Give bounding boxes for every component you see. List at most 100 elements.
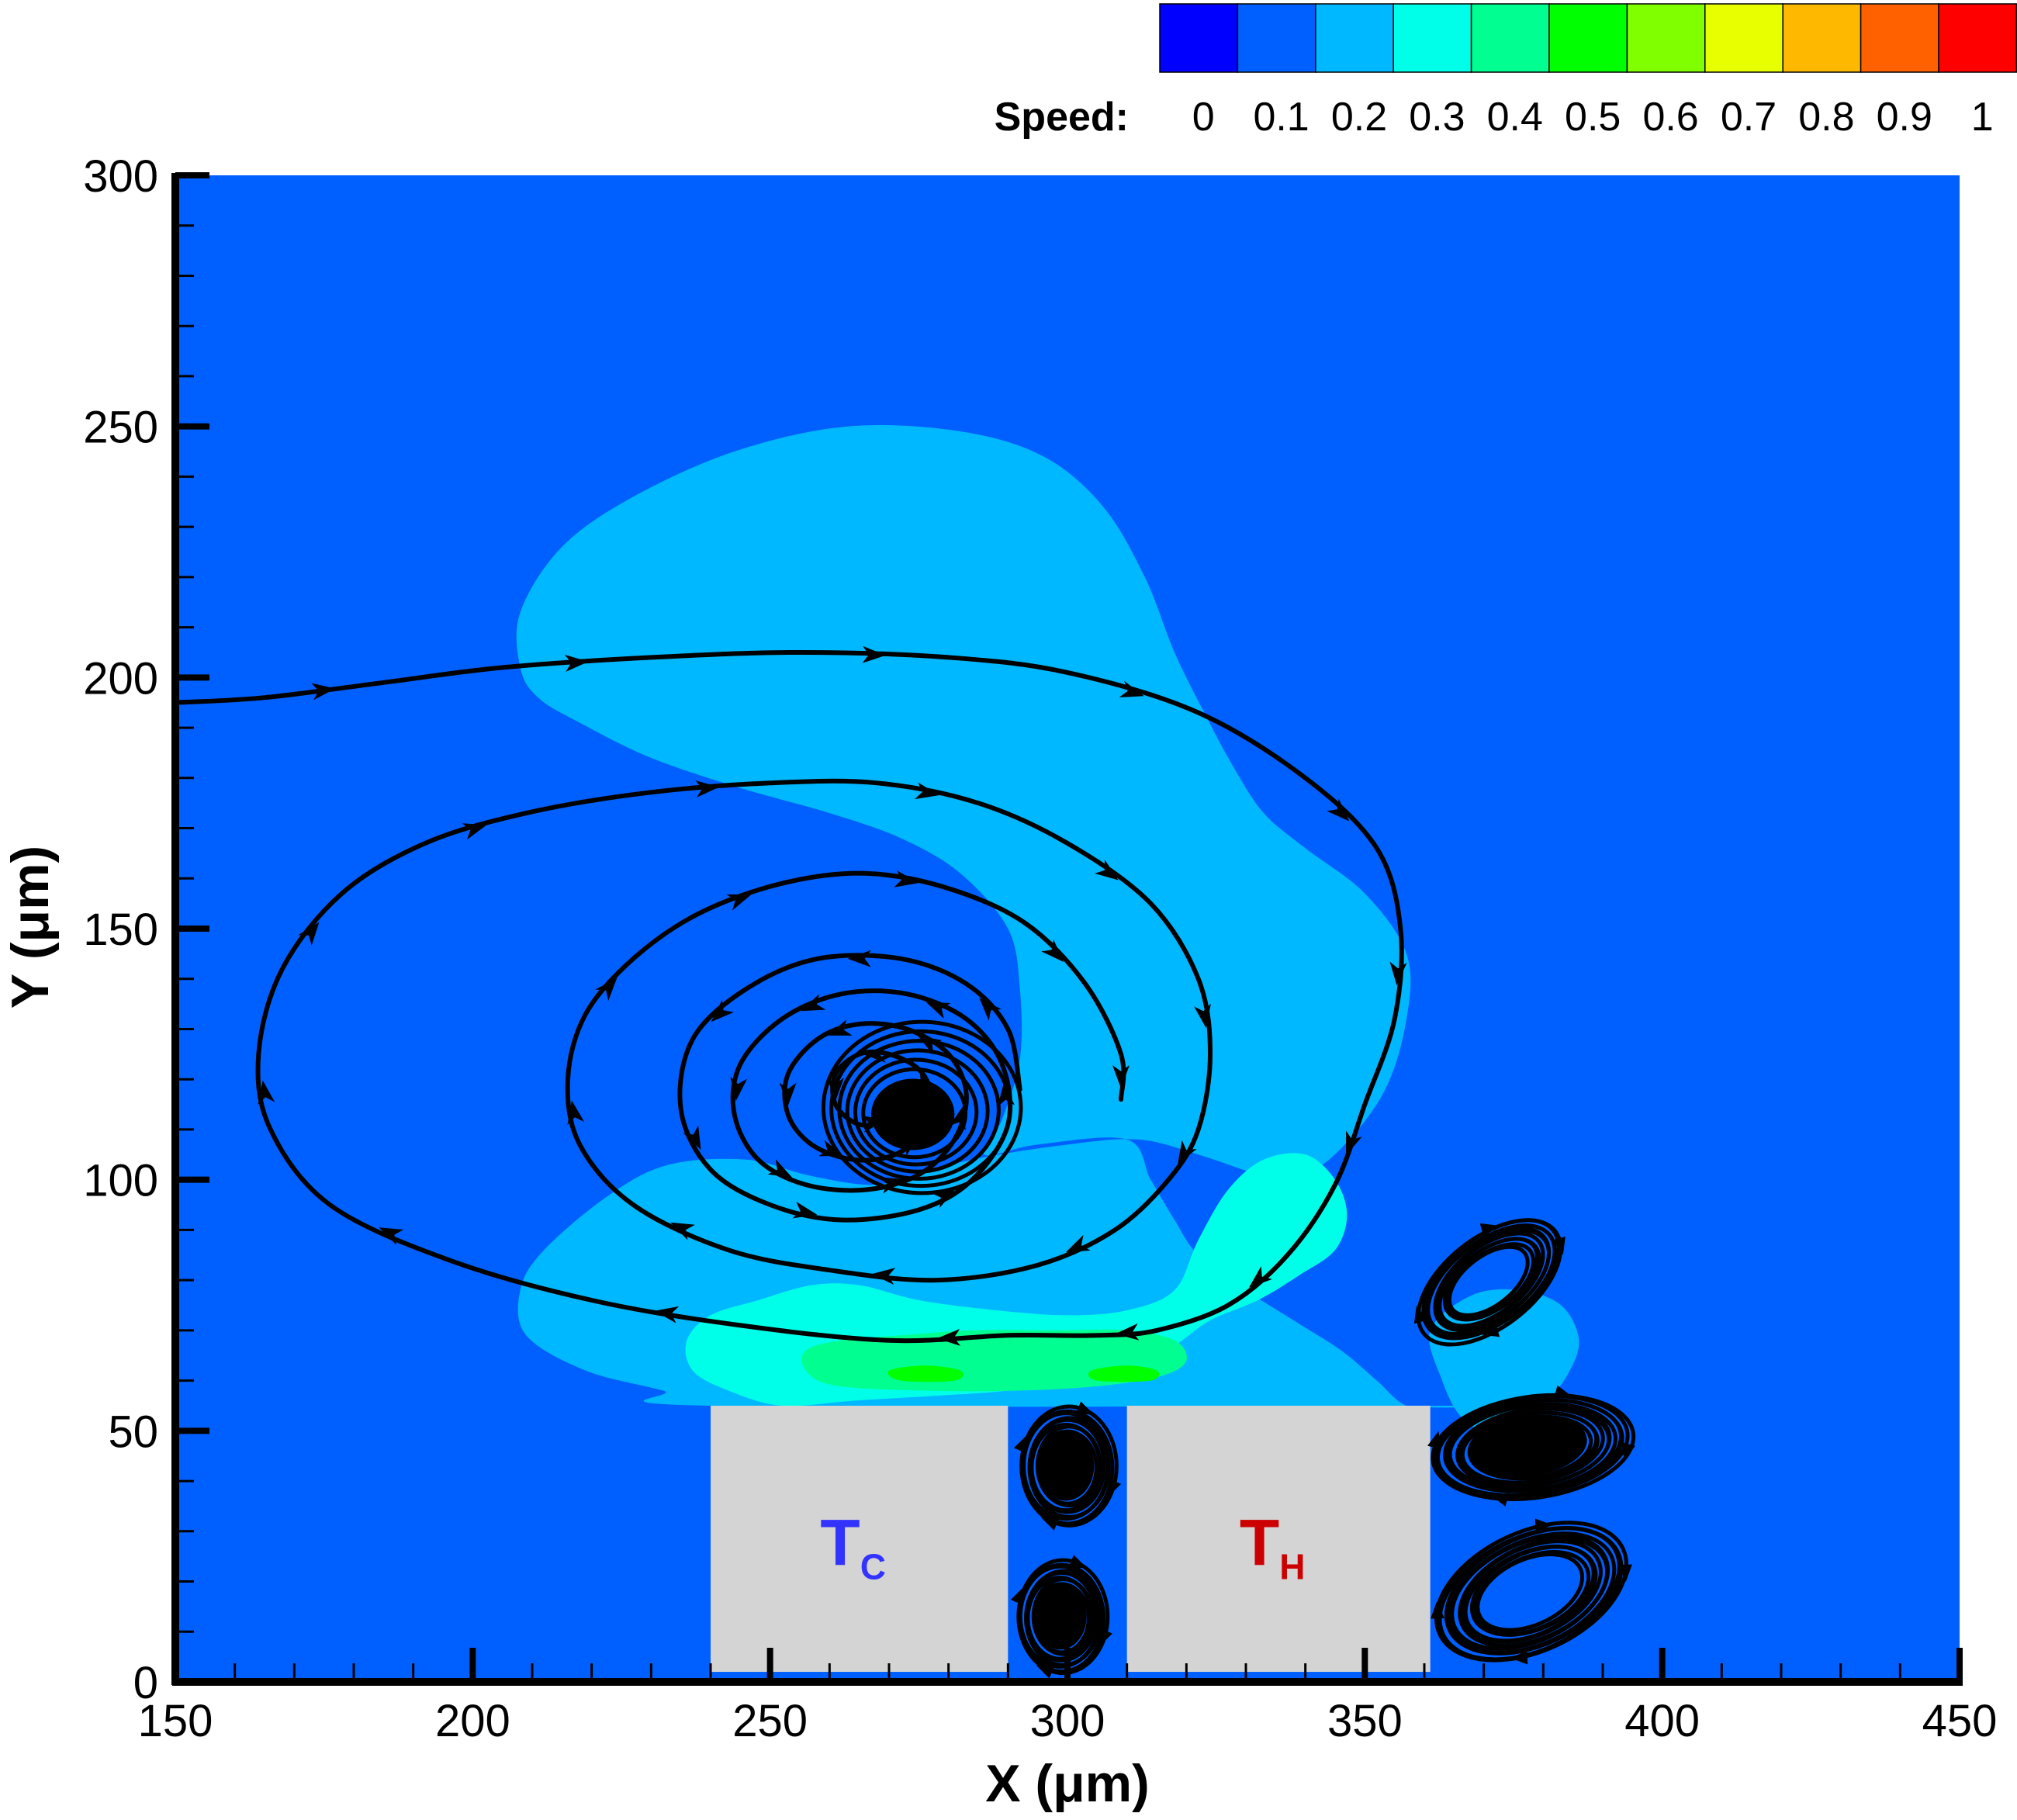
streamline-arrow bbox=[1112, 1065, 1130, 1088]
colorbar-cell bbox=[1159, 3, 1239, 73]
colorbar-cells bbox=[1159, 3, 2017, 73]
streamline-arrow bbox=[1194, 1003, 1211, 1029]
small-vortex-loop bbox=[1416, 1218, 1563, 1347]
y-tick-label: 150 bbox=[83, 905, 158, 955]
colorbar-cell bbox=[1548, 3, 1628, 73]
speed-region-0.4-0.5 bbox=[887, 1365, 964, 1382]
small-vortex-arrow bbox=[1010, 1586, 1024, 1606]
y-tick-label: 200 bbox=[83, 653, 158, 704]
colorbar-cell bbox=[1393, 3, 1472, 73]
streamline-arrow bbox=[726, 894, 752, 911]
small-vortex bbox=[1013, 1401, 1122, 1531]
colorbar-cell bbox=[1470, 3, 1550, 73]
y-axis-title: Y (μm) bbox=[1, 846, 60, 1009]
streamline-arrow bbox=[695, 780, 720, 798]
streamline-arrow bbox=[1095, 860, 1119, 881]
small-vortex bbox=[1413, 1218, 1566, 1347]
streamline-arrow bbox=[1327, 798, 1350, 822]
streamline-arrow bbox=[1115, 1323, 1140, 1341]
main-vortex-ring bbox=[821, 1019, 1023, 1195]
colorbar-tick-label: 0.2 bbox=[1331, 95, 1387, 140]
streamline-arrow bbox=[1119, 680, 1144, 697]
y-tick-label: 100 bbox=[83, 1156, 158, 1206]
streamline-arrow bbox=[871, 1268, 896, 1285]
small-vortex-loop bbox=[1016, 1558, 1110, 1676]
colorbar-cell bbox=[1237, 3, 1316, 73]
electrode-block-h bbox=[1126, 1405, 1431, 1673]
x-tick-label: 300 bbox=[1030, 1696, 1105, 1746]
small-vortex-arrow bbox=[1427, 1431, 1441, 1450]
colorbar-cell bbox=[1626, 3, 1706, 73]
x-tick-label: 400 bbox=[1624, 1696, 1700, 1746]
streamline-arrow bbox=[298, 922, 320, 946]
y-tick-label: 50 bbox=[108, 1407, 158, 1457]
main-vortex-ring bbox=[837, 1039, 1001, 1181]
streamline-arrow bbox=[654, 1306, 680, 1323]
main-vortex-core bbox=[871, 1078, 955, 1150]
small-vortex-loop bbox=[1019, 1404, 1119, 1528]
small-vortex-arrow bbox=[1431, 1601, 1445, 1619]
streamline-arrow bbox=[730, 1077, 748, 1101]
small-vortex-arrow bbox=[1617, 1564, 1632, 1582]
colorbar-tick-label: 0.4 bbox=[1487, 95, 1543, 140]
streamline-arrow bbox=[801, 994, 826, 1012]
streamline-arrow bbox=[979, 998, 1002, 1021]
colorbar-labels: 0 0.1 0.2 0.3 0.4 0.5 0.6 0.7 0.8 0.9 1 bbox=[1192, 95, 1994, 140]
streamline-arrow bbox=[595, 977, 618, 1001]
streamline-arrow bbox=[1248, 1266, 1272, 1288]
small-vortex-arrow bbox=[1041, 1517, 1060, 1531]
colorbar-cell bbox=[1704, 3, 1783, 73]
main-vortex-ring bbox=[829, 1029, 1012, 1189]
streamline-arrow bbox=[683, 1125, 701, 1150]
small-vortex bbox=[1427, 1385, 1636, 1507]
small-vortex bbox=[1431, 1518, 1632, 1665]
small-vortex-arrow bbox=[1552, 1236, 1566, 1255]
small-vortices bbox=[1010, 1218, 1636, 1679]
small-vortex-arrow bbox=[1413, 1305, 1428, 1324]
streamline-arrow bbox=[670, 1222, 695, 1240]
colorbar-tick-label: 0.6 bbox=[1642, 95, 1698, 140]
small-vortex-arrow bbox=[1510, 1650, 1528, 1665]
streamline-arrow bbox=[711, 999, 734, 1022]
colorbar-cell bbox=[1782, 3, 1862, 73]
streamline-arrow bbox=[847, 950, 871, 967]
small-vortex-arrow bbox=[1481, 1323, 1500, 1337]
small-vortex-loop bbox=[1431, 1393, 1636, 1501]
streamline-arrow bbox=[792, 1201, 818, 1219]
x-tick-label: 250 bbox=[732, 1696, 808, 1746]
small-vortex-arrow bbox=[1621, 1442, 1635, 1461]
colorbar-tick-label: 0.9 bbox=[1877, 95, 1932, 140]
small-vortex-arrow bbox=[1479, 1223, 1499, 1237]
colorbar: Speed: 0 0.1 0.2 0.3 0.4 0.5 0.6 0.7 0.8 0.9 1 bbox=[995, 3, 2017, 140]
colorbar-cell bbox=[1938, 3, 2017, 73]
streamline-arrow bbox=[1389, 961, 1407, 986]
streamline-arrow bbox=[767, 1159, 793, 1178]
electrode-blocks: TC TH bbox=[711, 1405, 1431, 1673]
colorbar-cell bbox=[1860, 3, 1939, 73]
streamline-arrow bbox=[862, 645, 886, 663]
streamline-arrow bbox=[564, 654, 589, 672]
streamline-arrow bbox=[311, 683, 336, 701]
streamline-arrow bbox=[1065, 1234, 1091, 1253]
colorbar-tick-label: 0.1 bbox=[1253, 95, 1309, 140]
small-vortex-arrow bbox=[1553, 1385, 1572, 1400]
electrode-block-c bbox=[711, 1405, 1008, 1673]
main-vortex-ring bbox=[853, 1057, 979, 1167]
y-tick-label: 0 bbox=[133, 1658, 158, 1708]
streamline-arrow bbox=[379, 1227, 404, 1245]
streamline-arrow bbox=[827, 1019, 853, 1036]
main-vortex-ring bbox=[845, 1048, 990, 1174]
small-vortex-arrow bbox=[1036, 1665, 1055, 1679]
streamline-arrow bbox=[894, 870, 919, 888]
colorbar-tick-label: 0.7 bbox=[1721, 95, 1777, 140]
colorbar-tick-label: 0.5 bbox=[1565, 95, 1621, 140]
streamline-arrow bbox=[1346, 1130, 1362, 1156]
x-axis-title: X (μm) bbox=[985, 1754, 1150, 1813]
streamline-arrow bbox=[949, 1105, 966, 1131]
x-tick-label: 450 bbox=[1922, 1696, 1998, 1746]
x-tick-label: 350 bbox=[1327, 1696, 1403, 1746]
small-vortex-arrow bbox=[1075, 1401, 1094, 1415]
colorbar-cell bbox=[1315, 3, 1394, 73]
streamline-arrow bbox=[258, 1080, 275, 1105]
